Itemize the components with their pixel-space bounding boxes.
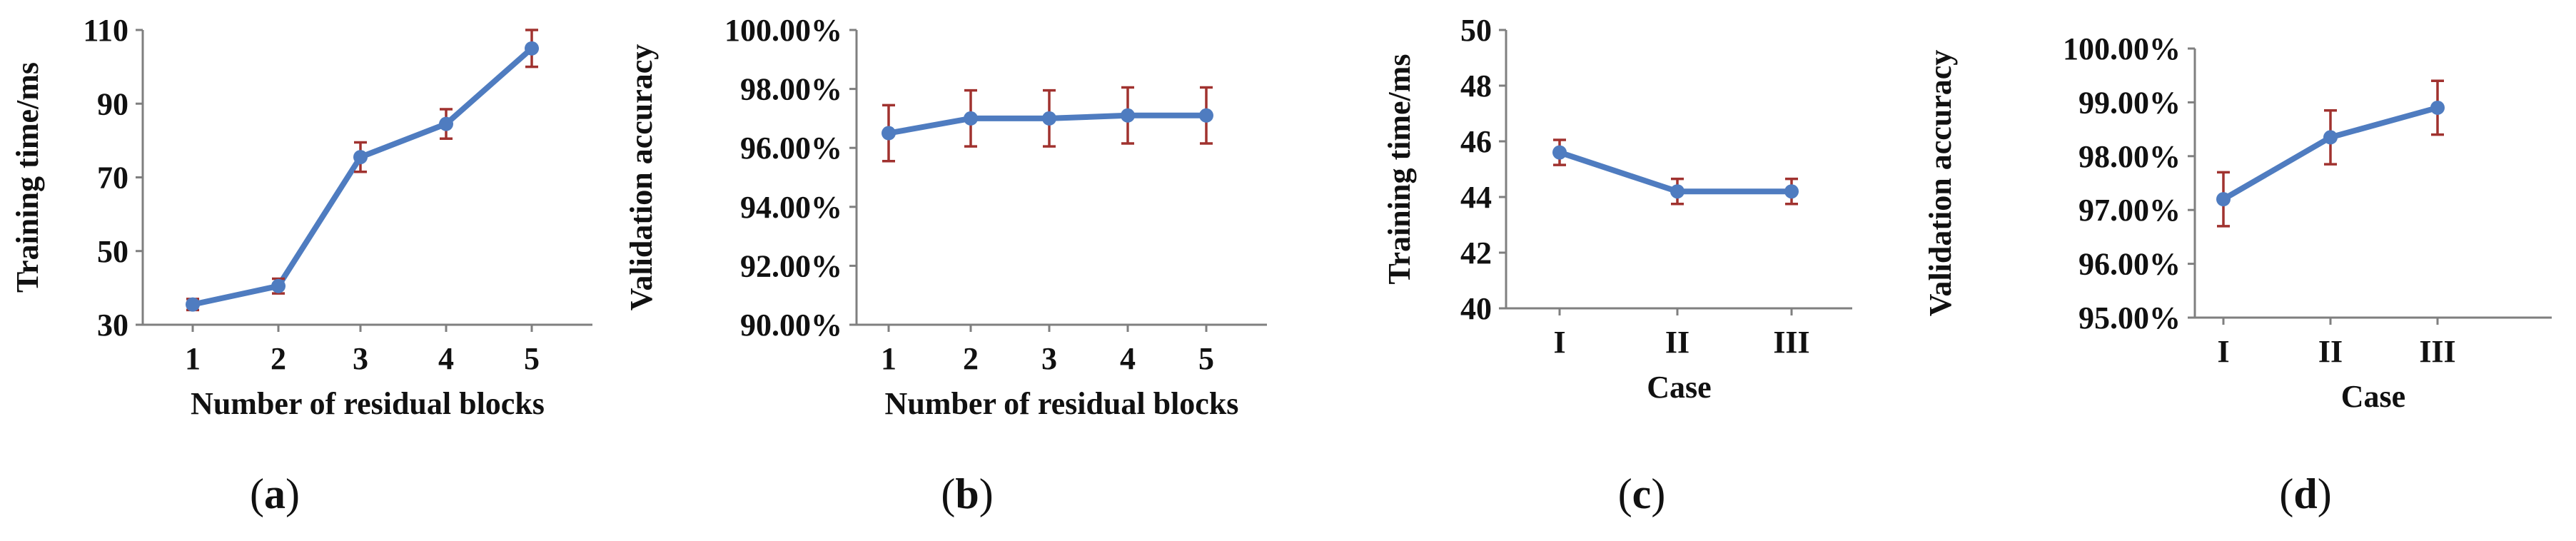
y-tick-label: 42 — [1460, 236, 1492, 270]
x-tick-label: II — [1665, 325, 1689, 360]
panel-label: (a) — [250, 470, 300, 517]
data-point — [2430, 100, 2445, 115]
x-tick-label: II — [2318, 334, 2343, 369]
x-tick-label: 3 — [353, 341, 368, 376]
data-point — [186, 297, 200, 312]
x-axis-title: Number of residual blocks — [885, 386, 1239, 421]
y-tick-label: 50 — [97, 234, 128, 269]
y-tick-label: 98.00% — [2079, 139, 2181, 174]
y-tick-label: 90 — [97, 86, 128, 121]
y-tick-label: 100.00% — [724, 13, 842, 48]
y-tick-label: 50 — [1460, 13, 1492, 48]
y-tick-label: 97.00% — [2079, 193, 2181, 228]
y-tick-label: 48 — [1460, 69, 1492, 103]
x-tick-label: 1 — [185, 341, 201, 376]
y-tick-label: 96.00% — [2079, 247, 2181, 282]
x-tick-label: 2 — [963, 341, 979, 376]
x-tick-label: 3 — [1041, 341, 1057, 376]
x-tick-label: III — [2419, 334, 2455, 369]
y-tick-label: 96.00% — [740, 131, 842, 166]
panel-label: (b) — [941, 470, 993, 517]
series-line — [192, 46, 534, 308]
x-axis-title: Number of residual blocks — [191, 386, 545, 421]
y-tick-label: 40 — [1460, 291, 1492, 326]
panel-label-letter: a — [264, 470, 286, 517]
x-tick-label: I — [2217, 334, 2229, 369]
data-point — [1552, 145, 1567, 160]
x-tick-label: I — [1553, 325, 1565, 360]
x-tick-label: III — [1773, 325, 1809, 360]
x-axis-title: Case — [1647, 370, 1711, 405]
y-tick-label: 100.00% — [2063, 31, 2181, 66]
x-tick-label: 4 — [438, 341, 454, 376]
data-point — [2216, 192, 2231, 207]
data-point — [1199, 108, 1213, 123]
chart-b: 90.00% 92.00% 94.00% 96.00% 98.00% 100.00% 1 2 3… — [624, 13, 1267, 517]
data-point — [1670, 184, 1684, 199]
y-tick-label: 46 — [1460, 124, 1492, 159]
x-tick-label: 4 — [1120, 341, 1136, 376]
y-axis-title: Training time/ms — [1382, 54, 1417, 284]
x-tick-label: 5 — [524, 341, 540, 376]
data-point — [964, 111, 978, 126]
y-tick-label: 90.00% — [740, 308, 842, 343]
y-axis-title: Training time/ms — [10, 62, 45, 293]
panel-label-letter: c — [1632, 470, 1652, 517]
data-point — [1121, 108, 1135, 123]
panel-label: (c) — [1618, 470, 1666, 517]
data-point — [1042, 111, 1056, 126]
y-tick-label: 70 — [97, 161, 128, 196]
panel-label-letter: b — [955, 470, 979, 517]
y-tick-label: 110 — [83, 13, 128, 48]
data-point — [2323, 130, 2338, 145]
data-point — [439, 116, 453, 131]
chart-a: 30 50 70 90 110 1 2 3 4 5 Number of residual block… — [10, 13, 592, 517]
y-tick-label: 95.00% — [2079, 300, 2181, 335]
y-tick-label: 94.00% — [740, 190, 842, 225]
x-tick-label: 2 — [271, 341, 286, 376]
data-point — [353, 150, 368, 165]
y-tick-label: 30 — [97, 308, 128, 343]
data-point — [882, 126, 896, 141]
data-point — [1784, 184, 1799, 199]
data-point — [525, 41, 539, 56]
panel-label-letter: d — [2293, 470, 2317, 517]
chart-d: 95.00%96.00%97.00%98.00%99.00%100.00%I II… — [1923, 31, 2552, 517]
x-tick-label: 1 — [881, 341, 896, 376]
y-tick-label: 92.00% — [740, 248, 842, 283]
x-axis-title: Case — [2341, 379, 2405, 414]
y-tick-label: 98.00% — [740, 72, 842, 107]
y-axis-title: Validation accuracy — [624, 44, 659, 311]
y-tick-label: 99.00% — [2079, 85, 2181, 120]
x-tick-label: 5 — [1198, 341, 1214, 376]
panel-label: (d) — [2279, 470, 2331, 517]
y-tick-label: 44 — [1460, 180, 1492, 215]
y-axis-title: Validation accuracy — [1923, 50, 1958, 317]
data-point — [271, 278, 286, 293]
